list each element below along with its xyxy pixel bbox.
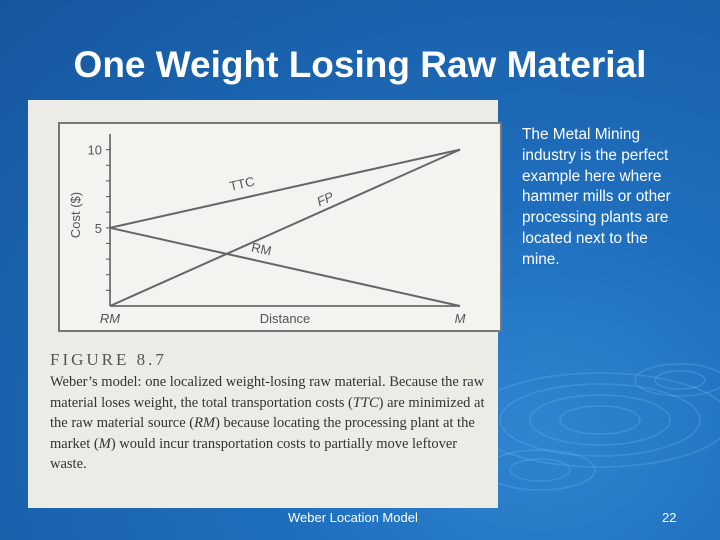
page-number: 22: [662, 510, 677, 525]
figure-caption-head: FIGURE 8.7: [50, 350, 167, 369]
y-tick-label: 5: [95, 221, 102, 236]
caption-part: Weber’s model: one localized weight-losi…: [50, 374, 485, 411]
series-line-rm: [109, 226, 461, 307]
x-axis-label: Distance: [260, 311, 311, 326]
line-chart: 5 10 Cost ($) RM M Distance TTC RM FP: [68, 134, 466, 326]
y-axis-label: Cost ($): [68, 192, 83, 238]
series-line-fp: [109, 148, 461, 307]
caption-part: ) are minimized at the raw material sour…: [50, 394, 485, 432]
caption-part: ) would incur transportation costs to pa…: [50, 435, 458, 473]
caption-part: M: [98, 435, 111, 452]
x-tick-label: M: [455, 311, 466, 326]
figure-scan: 5 10 Cost ($) RM M Distance TTC RM FP FIGURE 8.7…: [28, 100, 502, 508]
caption-part: TTC: [352, 394, 379, 411]
caption-part: RM: [194, 415, 216, 431]
y-tick-label: 10: [88, 143, 102, 158]
series-label-ttc: TTC: [228, 174, 256, 194]
footer-label: Weber Location Model: [288, 510, 418, 525]
side-text: The Metal Mining industry is the perfect…: [522, 126, 671, 268]
series-label-fp: FP: [315, 189, 337, 210]
series-line-ttc: [109, 148, 461, 229]
series-label-rm: RM: [250, 240, 273, 259]
slide-title: One Weight Losing Raw Material: [73, 44, 647, 85]
plot-frame: 5 10 Cost ($) RM M Distance TTC RM FP: [58, 122, 502, 332]
x-tick-label: RM: [100, 311, 120, 326]
caption-part: ) because locating the processing plant …: [50, 415, 475, 452]
figure-caption-body: Weber’s model: one localized weight-losi…: [50, 372, 490, 475]
